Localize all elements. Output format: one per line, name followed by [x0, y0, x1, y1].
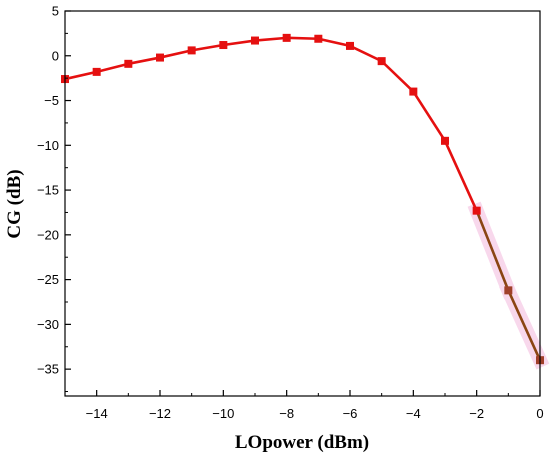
axis-ticks: −14 −12 −10 −8 −6 −4 −2 050−5−10−15−20−25−30−35	[37, 4, 544, 422]
y-tick-label: −30	[37, 317, 59, 332]
data-point	[282, 33, 291, 42]
x-tick-label: −4	[406, 406, 421, 421]
data-point	[219, 41, 228, 50]
x-tick-label: 0	[536, 406, 543, 421]
y-tick-label: −35	[37, 362, 59, 377]
data-point	[92, 67, 101, 76]
y-tick-label: −15	[37, 183, 59, 198]
x-tick-label: −10	[212, 406, 234, 421]
y-tick-label: 5	[52, 4, 59, 19]
plot-frame	[64, 10, 541, 397]
y-tick-label: −20	[37, 227, 59, 242]
data-point	[124, 59, 133, 68]
x-tick-label: −14	[86, 406, 108, 421]
data-point	[441, 136, 449, 145]
series-line	[64, 36, 478, 212]
y-axis-title: CG (dB)	[4, 169, 25, 238]
data-point	[472, 206, 481, 215]
data-point	[346, 41, 354, 50]
y-tick-label: −10	[37, 138, 59, 153]
data-point	[377, 57, 386, 66]
data-point	[187, 46, 196, 55]
plot-area	[61, 33, 550, 370]
x-tick-label: −6	[343, 406, 358, 421]
x-tick-label: −8	[279, 406, 294, 421]
y-tick-label: −25	[37, 272, 59, 287]
y-tick-label: 0	[52, 48, 59, 63]
data-point	[251, 36, 259, 45]
x-axis-title: LOpower (dBm)	[235, 432, 369, 453]
x-tick-label: −12	[149, 406, 171, 421]
data-point	[504, 286, 513, 295]
data-point	[156, 53, 164, 62]
data-point	[409, 87, 418, 96]
x-tick-label: −2	[469, 406, 484, 421]
data-point	[314, 34, 323, 43]
y-tick-label: −5	[44, 93, 59, 108]
